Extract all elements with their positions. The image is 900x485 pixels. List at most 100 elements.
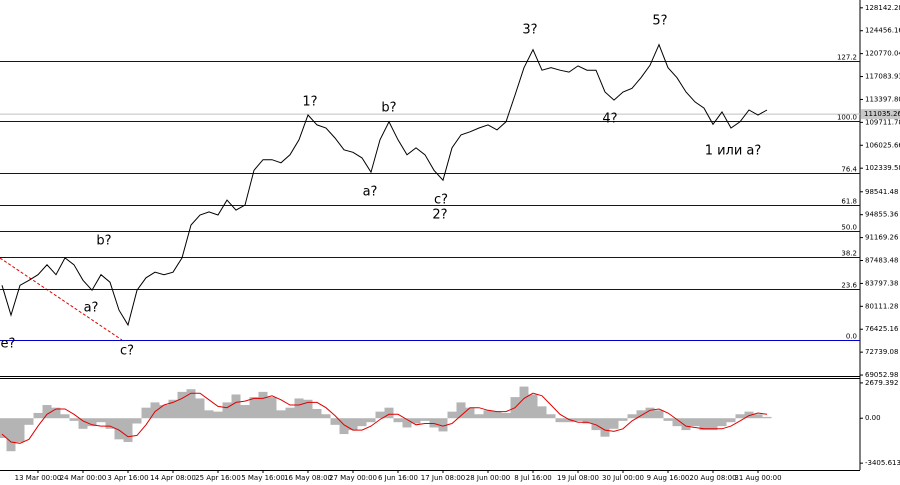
histogram-bar <box>42 405 52 419</box>
y-tick-label: 98541.48 <box>865 188 898 196</box>
histogram-bar <box>267 397 277 419</box>
histogram-bar <box>600 418 610 437</box>
fib-label: 23.6 <box>841 282 857 290</box>
x-tick-label: 17 Jun 08:00 <box>421 474 465 482</box>
histogram-bar <box>141 407 151 419</box>
wave-label: b? <box>96 234 111 249</box>
histogram-bar <box>96 418 106 423</box>
wave-label: 1 или a? <box>705 144 762 159</box>
histogram-bar <box>735 414 745 419</box>
fib-label: 0.0 <box>846 333 857 341</box>
histogram-bar <box>429 418 439 428</box>
histogram-bar <box>294 398 304 419</box>
wave-label: a? <box>84 301 99 316</box>
x-tick-label: 30 Jul 00:00 <box>602 474 644 482</box>
y-tick-label: 106025.66 <box>865 141 900 149</box>
histogram-bar <box>717 418 727 427</box>
fib-label: 100.0 <box>837 114 857 122</box>
histogram-bar <box>0 418 7 439</box>
histogram-bar <box>114 418 124 440</box>
histogram-bar <box>348 418 358 431</box>
histogram-bar <box>78 418 88 429</box>
x-tick-label: 5 May 16:00 <box>241 474 285 482</box>
x-tick-label: 9 Aug 16:00 <box>647 474 690 482</box>
last-price-box <box>861 109 900 120</box>
histogram-bar <box>744 411 754 419</box>
histogram-bar <box>645 407 655 419</box>
histogram-bar <box>87 418 97 427</box>
histogram-bar <box>366 418 376 423</box>
fib-label: 38.2 <box>841 250 857 258</box>
histogram-bar <box>708 418 718 431</box>
histogram-bar <box>483 410 493 419</box>
x-tick-label: 19 Jul 08:00 <box>557 474 599 482</box>
x-tick-label: 24 Mar 00:00 <box>60 474 107 482</box>
histogram-bar <box>582 418 592 424</box>
x-tick-label: 8 Jul 16:00 <box>514 474 552 482</box>
x-tick-label: 3 Apr 16:00 <box>107 474 148 482</box>
histogram-bar <box>204 410 214 419</box>
y-tick-label: 80111.28 <box>865 302 898 310</box>
x-tick-label: 14 Apr 08:00 <box>150 474 196 482</box>
histogram-bar <box>186 389 196 419</box>
histogram-bar <box>402 418 412 428</box>
x-tick-label: 20 Aug 08:00 <box>689 474 736 482</box>
histogram-bar <box>276 410 286 419</box>
histogram-bar <box>438 418 448 432</box>
histogram-bar <box>762 416 772 419</box>
histogram-bar <box>474 414 484 419</box>
histogram-bar <box>375 411 385 419</box>
histogram-bar <box>573 418 583 421</box>
histogram-bar <box>411 418 421 424</box>
histogram-bar <box>15 418 25 442</box>
price-line <box>1 43 768 327</box>
histogram-bar <box>177 391 187 419</box>
histogram-bar <box>591 418 601 431</box>
histogram-bar <box>285 407 295 419</box>
histogram-bar <box>6 418 16 452</box>
histogram-bar <box>195 398 205 419</box>
histogram-bar <box>447 411 457 419</box>
histogram-bar <box>384 407 394 419</box>
histogram-bar <box>69 418 79 421</box>
y-tick-label: 0.00 <box>865 414 881 422</box>
histogram-bar <box>465 407 475 419</box>
histogram-bar <box>60 414 70 419</box>
x-tick-label: 13 Mar 00:00 <box>15 474 62 482</box>
histogram-bar <box>681 418 691 431</box>
y-tick-label: 128142.28 <box>865 4 900 12</box>
y-tick-label: 117083.93 <box>865 73 900 81</box>
x-tick-label: 6 Jun 16:00 <box>378 474 418 482</box>
histogram-bar <box>528 394 538 419</box>
wave-label: 1? <box>302 95 317 110</box>
histogram-bar <box>123 418 133 442</box>
x-tick-label: 28 Jun 00:00 <box>466 474 510 482</box>
wave-label: 2? <box>432 208 447 223</box>
histogram-bar <box>159 405 169 419</box>
wave-label: b? <box>381 101 396 116</box>
trend-line <box>0 257 123 341</box>
histogram-bar <box>168 399 178 419</box>
x-tick-label: 25 Apr 16:00 <box>195 474 241 482</box>
y-tick-label: 69052.98 <box>865 371 898 379</box>
y-tick-label: 91169.26 <box>865 234 899 242</box>
wave-label: c? <box>434 193 448 208</box>
histogram-bar <box>564 418 574 423</box>
histogram-bar <box>357 418 367 427</box>
histogram-bar <box>213 411 223 419</box>
last-price-label: 111035.26 <box>864 110 900 118</box>
histogram-bar <box>618 418 628 421</box>
histogram-bar <box>330 418 340 425</box>
y-tick-label: 109711.78 <box>865 118 900 126</box>
histogram-bar <box>492 411 502 419</box>
histogram-bar <box>105 418 115 429</box>
histogram-bar <box>537 406 547 419</box>
fib-label: 50.0 <box>841 224 857 232</box>
wave-label: c? <box>120 344 134 359</box>
x-tick-label: 16 May 08:00 <box>284 474 332 482</box>
fib-label: 61.8 <box>841 198 857 206</box>
histogram-bar <box>393 418 403 423</box>
histogram-bar <box>33 412 43 419</box>
